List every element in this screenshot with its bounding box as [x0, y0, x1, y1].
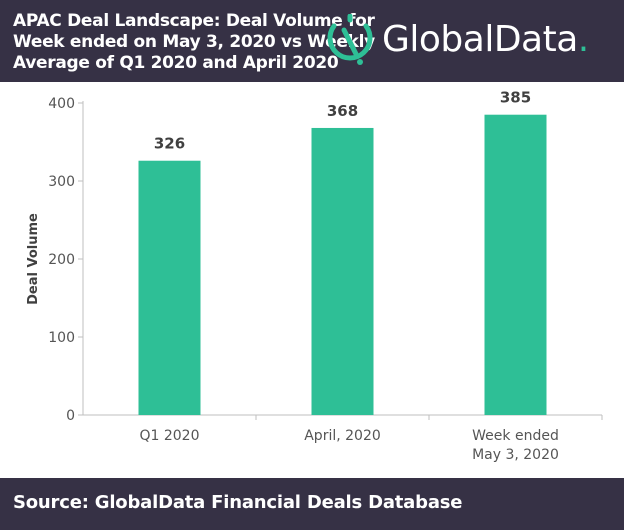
footer-bar: Source: GlobalData Financial Deals Datab… [0, 478, 624, 530]
y-tick-label: 300 [48, 174, 75, 190]
x-tick-label: April, 2020 [304, 428, 381, 444]
bar-data-label: 368 [327, 102, 358, 120]
x-tick-label: Week ended [472, 428, 559, 444]
y-tick-label: 400 [48, 96, 75, 112]
logo-dot: . [577, 19, 589, 60]
y-axis-title: Deal Volume [26, 213, 41, 305]
bar-chart: 0 100 200 300 400 Deal Volume 326 Q1 2020 368 Apr… [26, 89, 603, 463]
chart-title-line-1: APAC Deal Landscape: Deal Volume for [13, 11, 375, 31]
header-bar: APAC Deal Landscape: Deal Volume for Wee… [0, 0, 624, 82]
bar [311, 127, 374, 416]
globaldata-logo-icon [327, 14, 373, 65]
x-tick-label: May 3, 2020 [472, 447, 559, 463]
x-tick-label: Q1 2020 [139, 428, 199, 444]
chart-title-line-3: Average of Q1 2020 and April 2020 [13, 53, 339, 73]
source-text: Source: GlobalData Financial Deals Datab… [13, 492, 463, 513]
bar-data-label: 385 [500, 89, 531, 107]
chart-title: APAC Deal Landscape: Deal Volume for Wee… [13, 11, 375, 74]
y-tick-label: 200 [48, 252, 75, 268]
globaldata-logo: GlobalData. [326, 10, 616, 70]
y-tick-label: 100 [48, 330, 75, 346]
chart-area: 0 100 200 300 400 Deal Volume 326 Q1 2020 368 Apr… [0, 82, 624, 478]
bar-data-label: 326 [154, 135, 185, 153]
globaldata-wordmark: GlobalData. [382, 22, 589, 58]
y-tick-label: 0 [66, 408, 75, 424]
chart-title-line-2: Week ended on May 3, 2020 vs Weekly [13, 32, 375, 52]
bar [138, 160, 201, 415]
logo-text: GlobalData [382, 19, 578, 60]
bar [484, 114, 547, 415]
